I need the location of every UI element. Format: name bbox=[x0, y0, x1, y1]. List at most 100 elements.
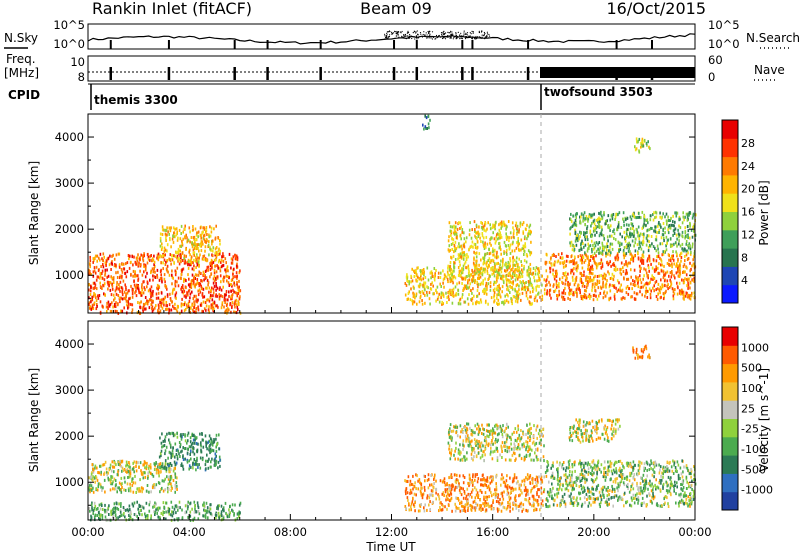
range-gate-cell bbox=[522, 247, 525, 250]
range-gate-cell bbox=[160, 441, 163, 445]
nsearch-point bbox=[450, 34, 452, 36]
range-gate-cell bbox=[588, 245, 590, 248]
range-gate-cell bbox=[537, 274, 540, 278]
range-gate-cell bbox=[188, 467, 190, 471]
range-gate-cell bbox=[215, 270, 218, 274]
range-gate-cell bbox=[109, 463, 112, 467]
range-gate-cell bbox=[496, 277, 498, 281]
range-gate-cell bbox=[468, 228, 471, 232]
range-gate-cell bbox=[658, 221, 660, 224]
range-gate-cell bbox=[583, 295, 585, 298]
range-gate-cell bbox=[98, 516, 100, 520]
range-gate-cell bbox=[582, 255, 584, 259]
range-gate-cell bbox=[465, 256, 468, 260]
range-gate-cell bbox=[591, 239, 593, 243]
range-gate-cell bbox=[667, 215, 669, 219]
range-gate-cell bbox=[118, 283, 120, 287]
range-gate-cell bbox=[101, 508, 104, 511]
range-gate-cell bbox=[99, 271, 102, 275]
range-gate-cell bbox=[172, 510, 175, 514]
nsearch-point bbox=[415, 31, 417, 33]
range-gate-cell bbox=[475, 263, 478, 267]
range-gate-cell bbox=[234, 305, 236, 309]
range-gate-cell bbox=[189, 510, 192, 514]
range-gate-cell bbox=[161, 228, 164, 232]
nsearch-tick-lo: 10^0 bbox=[708, 37, 740, 51]
range-gate-cell bbox=[129, 254, 131, 258]
range-gate-cell bbox=[115, 463, 117, 467]
range-gate-cell bbox=[477, 235, 480, 238]
range-gate-cell bbox=[564, 286, 566, 290]
range-gate-cell bbox=[217, 305, 219, 309]
range-gate-cell bbox=[161, 254, 164, 258]
range-gate-cell bbox=[506, 252, 508, 256]
range-gate-cell bbox=[191, 303, 193, 307]
range-gate-cell bbox=[533, 279, 536, 283]
range-gate-cell bbox=[195, 266, 197, 269]
range-gate-cell bbox=[477, 273, 480, 277]
range-gate-cell bbox=[431, 281, 433, 285]
range-gate-cell bbox=[639, 286, 642, 290]
range-gate-cell bbox=[189, 253, 191, 257]
range-gate-cell bbox=[120, 309, 122, 313]
range-gate-cell bbox=[530, 240, 532, 244]
range-gate-cell bbox=[168, 226, 171, 230]
range-gate-cell bbox=[668, 263, 670, 267]
range-gate-cell bbox=[504, 263, 506, 267]
range-gate-cell bbox=[496, 296, 498, 300]
range-gate-cell bbox=[214, 279, 216, 283]
range-gate-cell bbox=[196, 456, 198, 460]
range-gate-cell bbox=[669, 226, 671, 230]
range-gate-cell bbox=[581, 297, 584, 301]
range-gate-cell bbox=[487, 302, 489, 306]
range-gate-cell bbox=[142, 487, 144, 491]
range-gate-cell bbox=[635, 227, 638, 231]
range-gate-cell bbox=[166, 304, 168, 308]
range-gate-cell bbox=[412, 291, 414, 295]
range-gate-cell bbox=[140, 504, 143, 508]
range-gate-cell bbox=[415, 294, 417, 298]
range-gate-cell bbox=[587, 281, 589, 285]
range-gate-cell bbox=[138, 466, 140, 469]
nsearch-point bbox=[480, 31, 483, 33]
y-tick-label: 3000 bbox=[55, 176, 84, 190]
range-gate-cell bbox=[536, 279, 538, 283]
range-gate-cell bbox=[175, 296, 177, 300]
range-gate-cell bbox=[88, 301, 91, 305]
range-gate-cell bbox=[642, 241, 645, 245]
range-gate-cell bbox=[509, 271, 511, 275]
range-gate-cell bbox=[177, 449, 180, 453]
range-gate-cell bbox=[511, 221, 514, 225]
nsearch-point bbox=[442, 31, 444, 33]
range-gate-cell bbox=[453, 265, 455, 269]
range-gate-cell bbox=[212, 260, 215, 264]
range-gate-cell bbox=[674, 288, 676, 292]
range-gate-cell bbox=[169, 451, 172, 455]
range-gate-cell bbox=[478, 225, 480, 229]
range-gate-cell bbox=[168, 450, 171, 454]
range-gate-cell bbox=[195, 298, 198, 301]
range-gate-cell bbox=[510, 297, 512, 301]
range-gate-cell bbox=[426, 290, 428, 294]
range-gate-cell bbox=[167, 270, 169, 274]
range-gate-cell bbox=[619, 286, 621, 290]
range-gate-cell bbox=[167, 510, 170, 514]
range-gate-cell bbox=[636, 292, 639, 296]
range-gate-cell bbox=[516, 230, 519, 234]
range-gate-cell bbox=[146, 514, 148, 517]
nsearch-point bbox=[460, 35, 462, 37]
range-gate-cell bbox=[117, 294, 120, 297]
range-gate-cell bbox=[147, 471, 149, 475]
range-gate-cell bbox=[186, 458, 188, 462]
range-gate-cell bbox=[653, 269, 656, 273]
range-gate-cell bbox=[186, 460, 189, 464]
nsearch-point bbox=[479, 36, 481, 39]
range-gate-cell bbox=[174, 433, 176, 437]
range-gate-cell bbox=[688, 296, 691, 300]
nsearch-point bbox=[412, 31, 414, 34]
range-gate-cell bbox=[186, 433, 189, 437]
range-gate-cell bbox=[118, 265, 121, 269]
range-gate-cell bbox=[162, 444, 165, 448]
range-gate-cell bbox=[189, 436, 192, 440]
range-gate-cell bbox=[207, 308, 210, 312]
